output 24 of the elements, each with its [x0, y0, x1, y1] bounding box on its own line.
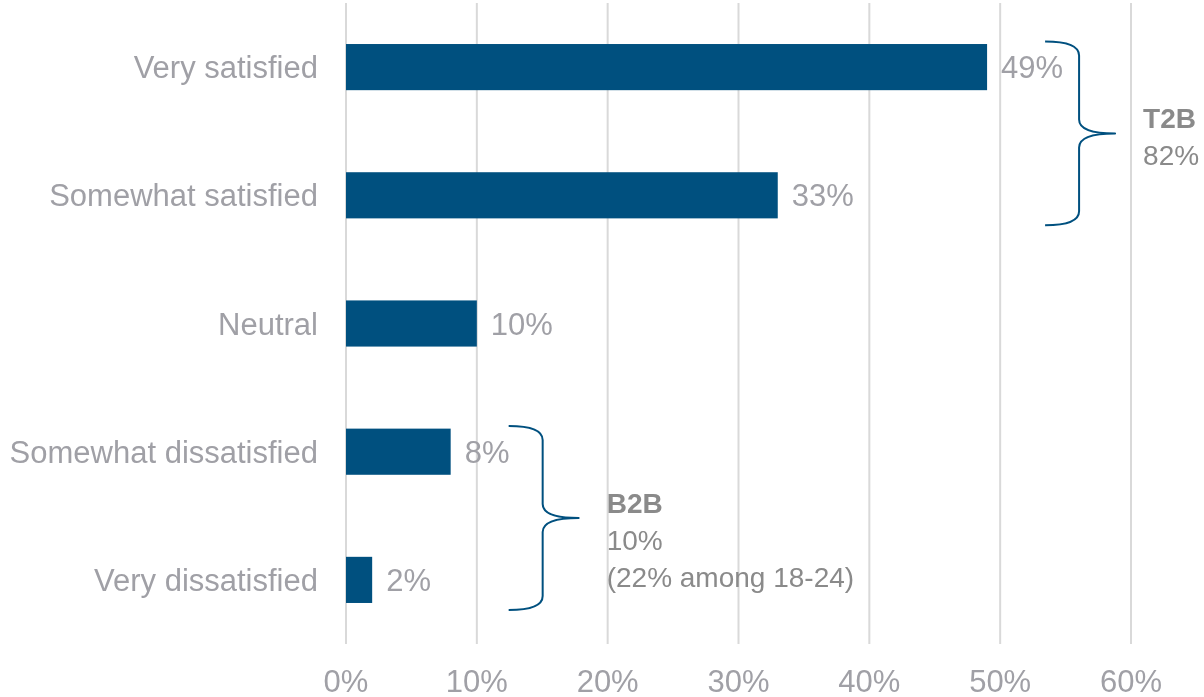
- data-label: 49%: [1001, 50, 1064, 86]
- annotation: B2B 10% (22% among 18-24): [606, 487, 855, 593]
- text: T2B 82%: [1143, 103, 1200, 172]
- x-tick-label: 20%: [576, 664, 639, 697]
- data-label: 2%: [386, 562, 431, 598]
- bar: [346, 300, 477, 347]
- x-tick-label: 30%: [707, 664, 770, 697]
- bar: [346, 556, 373, 603]
- x-tick-label: 10%: [445, 664, 508, 697]
- bar: [346, 428, 451, 475]
- data-label: 8%: [464, 434, 510, 470]
- y-tick-label: Very satisfied: [133, 50, 318, 86]
- x-tick-label: 0%: [323, 664, 369, 697]
- data-label: 10%: [490, 306, 553, 342]
- y-tick-label: Somewhat dissatisfied: [9, 434, 318, 470]
- bar: [346, 44, 988, 91]
- y-tick-label: Somewhat satisfied: [49, 178, 318, 214]
- y-tick-label: Neutral: [218, 306, 318, 342]
- x-tick-label: 60%: [1099, 664, 1163, 697]
- x-tick-label: 50%: [969, 664, 1032, 697]
- data-label: 33%: [791, 178, 854, 214]
- bar: [346, 172, 778, 219]
- x-tick-label: 40%: [838, 664, 901, 697]
- y-tick-label: Very dissatisfied: [94, 562, 318, 598]
